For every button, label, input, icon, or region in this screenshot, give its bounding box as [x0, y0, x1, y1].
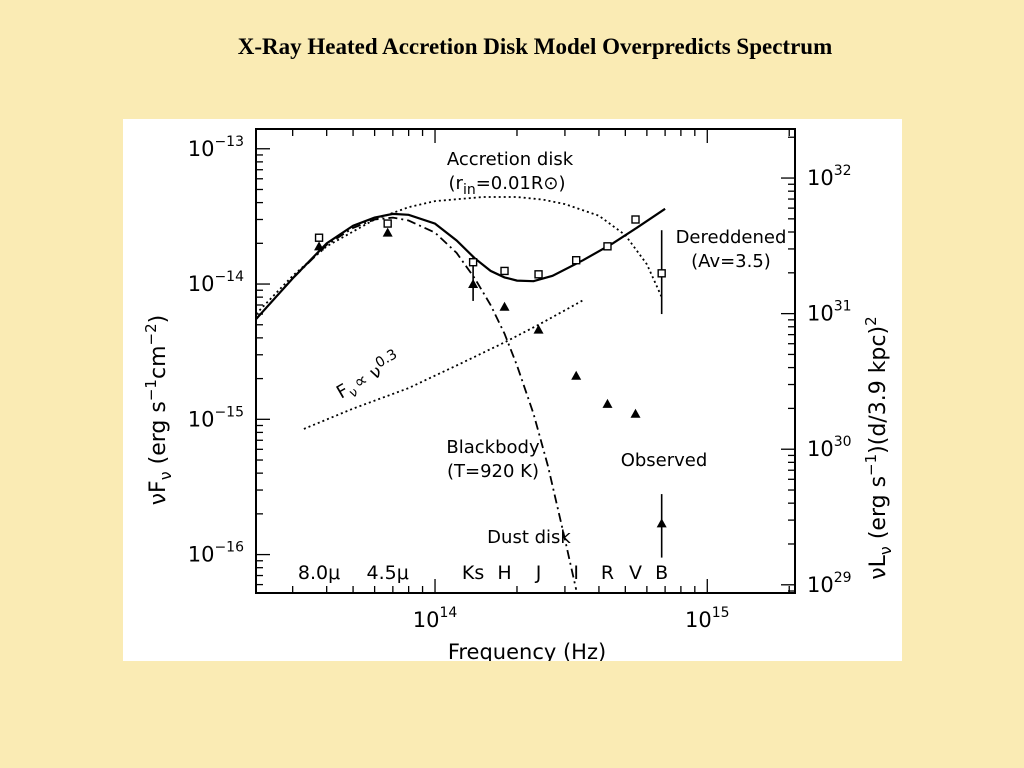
x-axis-title: Frequency (Hz): [448, 640, 606, 661]
observed-point: [499, 301, 510, 311]
band-label: Ks: [462, 562, 484, 584]
band-label: 8.0μ: [298, 562, 340, 584]
band-label: B: [655, 562, 668, 584]
axes: 1014 1015 10−13 10−14 10−15 10−16 1032 1031 1030…: [188, 128, 852, 632]
y-axis-title: νFν (erg s−1cm−2): [142, 315, 175, 505]
observed-point: [314, 241, 325, 251]
x-tick-label: 1015: [685, 605, 730, 632]
powerlaw-label: Fν∝ ν0.3: [331, 346, 407, 406]
y-tick-label: 10−16: [188, 540, 244, 567]
band-label: I: [573, 562, 579, 584]
dereddened-point: [631, 215, 640, 224]
dereddened-av: (Av=3.5): [691, 251, 771, 272]
y2-axis-title: νLν (erg s−1)(d/3.9 kpc)2: [862, 316, 895, 579]
curve-model-total: [255, 207, 666, 320]
curve-accretion-disk: [303, 299, 584, 430]
dereddened-point: [534, 270, 543, 279]
dereddened-point: [657, 269, 666, 278]
x-tick-label: 1014: [413, 605, 458, 632]
model-curves: [255, 196, 666, 590]
observed-point: [533, 324, 544, 334]
observed-point: [382, 227, 393, 237]
blackbody-label: Blackbody: [446, 437, 540, 458]
dereddened-point: [383, 219, 392, 228]
observed-point: [468, 279, 479, 289]
band-label: R: [601, 562, 614, 584]
slide-title: X-Ray Heated Accretion Disk Model Overpr…: [237, 34, 833, 59]
band-label: J: [535, 562, 542, 584]
observed-point: [571, 370, 582, 380]
observed-label: Observed: [621, 450, 708, 471]
dereddened-point: [603, 242, 612, 251]
dereddened-point: [314, 233, 324, 242]
accretion-disk-label: Accretion disk: [447, 149, 574, 170]
observed-point: [602, 398, 613, 408]
data-points: [314, 215, 667, 558]
band-label: 4.5μ: [367, 562, 409, 584]
y2-tick-label: 1030: [807, 434, 852, 461]
y-tick-label: 10−13: [188, 134, 244, 161]
spectrum-chart: 1014 1015 10−13 10−14 10−15 10−16 1032 1031 1030…: [142, 128, 895, 661]
observed-point: [656, 518, 667, 528]
dust-disk-label: Dust disk: [487, 527, 571, 548]
dereddened-point: [571, 256, 581, 265]
accretion-disk-param: (rin=0.01R⊙): [449, 173, 566, 198]
y-tick-label: 10−14: [188, 269, 244, 296]
curve-accretion-disk: [255, 196, 663, 315]
y-tick-label: 10−15: [188, 404, 244, 431]
blackbody-temp: (T=920 K): [447, 461, 539, 482]
dereddened-label: Dereddened: [676, 227, 787, 248]
y2-tick-label: 1032: [807, 163, 852, 190]
chart-panel: 1014 1015 10−13 10−14 10−15 10−16 1032 1031 1030…: [123, 119, 902, 661]
curve-dust-disk: [255, 216, 578, 590]
plot-frame: [255, 128, 796, 594]
y2-tick-label: 1029: [807, 570, 852, 597]
observed-point: [630, 408, 641, 418]
band-label: V: [629, 562, 642, 584]
band-label: H: [497, 562, 511, 584]
y2-tick-label: 1031: [807, 299, 852, 326]
dereddened-point: [468, 258, 478, 267]
dereddened-point: [500, 266, 509, 276]
